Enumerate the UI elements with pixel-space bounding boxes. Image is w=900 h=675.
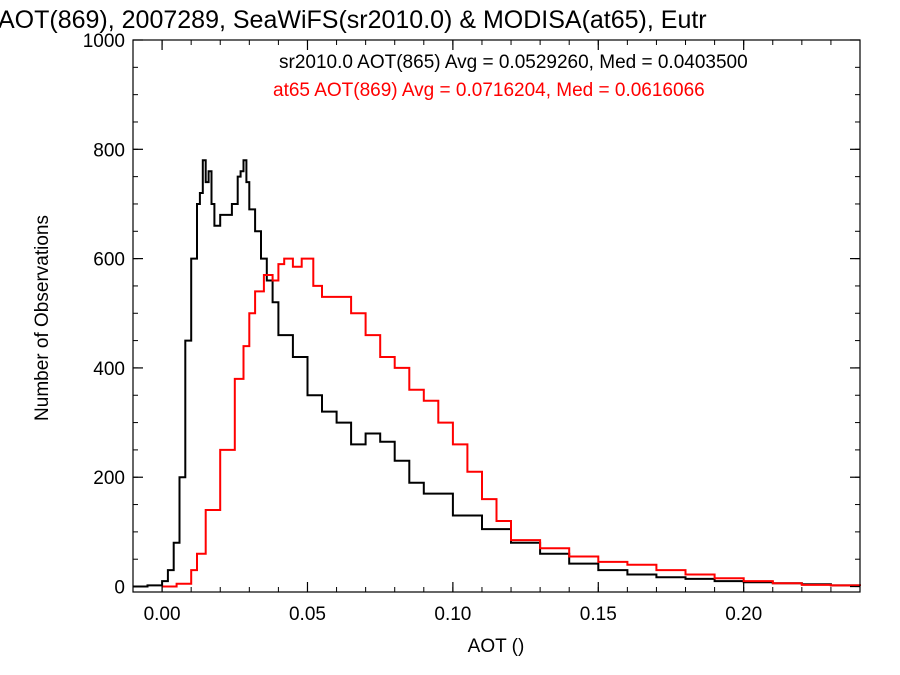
series-layer [133, 159, 861, 588]
x-axis-label: AOT () [468, 636, 525, 657]
x-tick-label: 0.15 [580, 604, 617, 625]
y-tick-label: 0 [114, 578, 125, 599]
plot-area [132, 39, 861, 593]
y-tick-label: 200 [93, 468, 125, 489]
x-tick-label: 0.20 [725, 604, 762, 625]
y-tick-label: 1000 [83, 31, 125, 52]
x-tick-label: 0.10 [434, 604, 471, 625]
x-tick-label: 0.05 [289, 604, 326, 625]
y-tick-label: 800 [93, 140, 125, 161]
y-tick-label: 600 [93, 250, 125, 271]
y-axis: 0 200 400 600 800 1000 [83, 31, 860, 599]
series-sr2010-line [133, 159, 861, 588]
chart-title: AOT(869), 2007289, SeaWiFS(sr2010.0) & M… [0, 6, 707, 34]
series-at65-line [162, 257, 861, 588]
x-axis: 0.00 0.05 0.10 0.15 0.20 [132, 40, 861, 625]
legend-entry-black: sr2010.0 AOT(865) Avg = 0.0529260, Med =… [279, 52, 748, 73]
legend: sr2010.0 AOT(865) Avg = 0.0529260, Med =… [273, 52, 748, 101]
y-axis-label: Number of Observations [32, 215, 53, 421]
legend-entry-red: at65 AOT(869) Avg = 0.0716204, Med = 0.0… [273, 80, 705, 101]
x-tick-label: 0.00 [144, 604, 181, 625]
y-tick-label: 400 [93, 359, 125, 380]
plot-frame [132, 39, 861, 593]
